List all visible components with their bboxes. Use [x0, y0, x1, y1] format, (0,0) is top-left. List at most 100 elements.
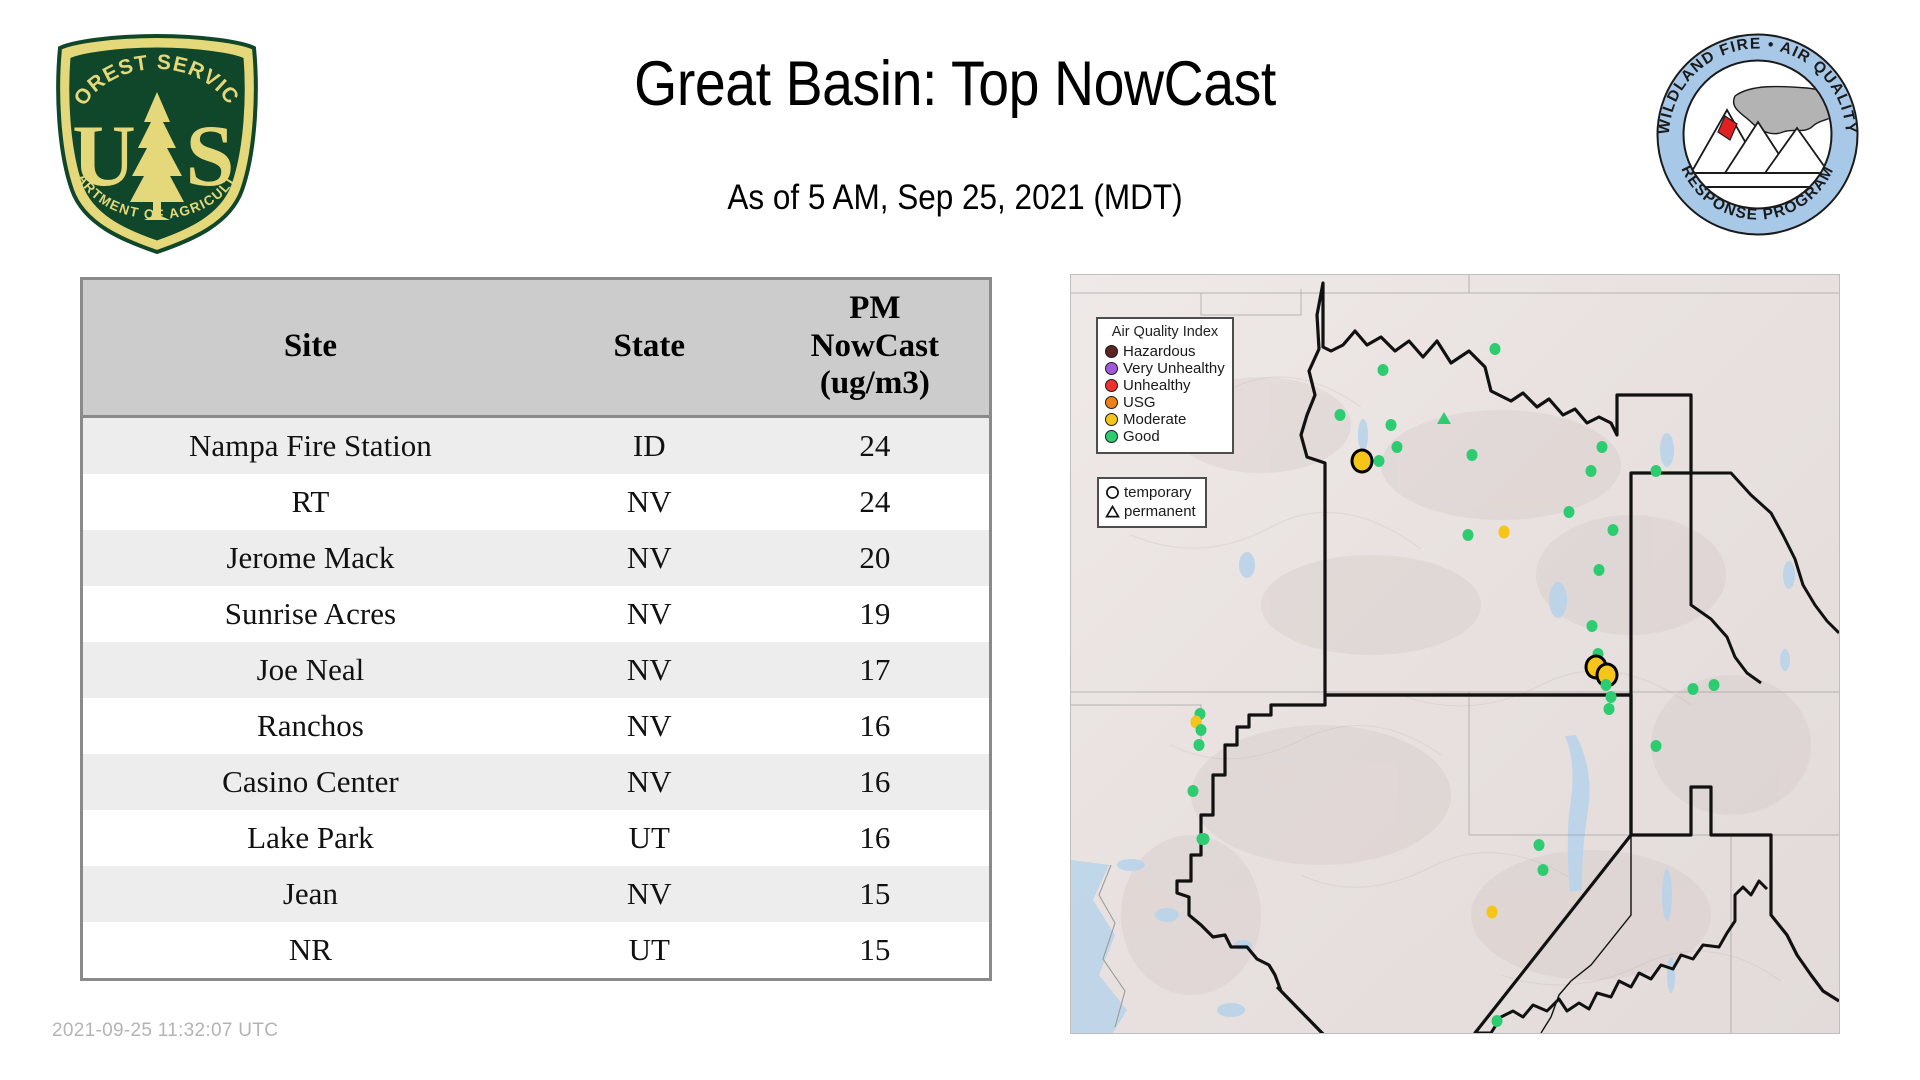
aqi-color-swatch-icon — [1105, 396, 1118, 409]
aqi-legend-label: Moderate — [1123, 411, 1187, 428]
state-cell: NV — [537, 753, 761, 810]
aqi-legend-row: Unhealthy — [1105, 377, 1225, 394]
monitor-marker-good[interactable] — [1592, 647, 1604, 660]
circle-outline-icon — [1106, 486, 1119, 499]
aqi-legend-row: Moderate — [1105, 411, 1225, 428]
legend-row-temporary: temporary — [1105, 483, 1199, 502]
monitor-marker-good[interactable] — [1462, 528, 1474, 541]
aqi-legend-label: Good — [1123, 428, 1160, 445]
triangle-outline-icon — [1105, 504, 1120, 518]
aqi-legend-label: USG — [1123, 394, 1156, 411]
usfs-shield-logo: FOREST SERVICE DEPARTMENT OF AGRICULTURE… — [44, 12, 262, 255]
monitor-marker-good[interactable] — [1193, 739, 1205, 752]
monitor-marker-moderate[interactable] — [1486, 905, 1498, 919]
monitor-marker-good[interactable] — [1385, 418, 1397, 431]
state-cell: NV — [537, 585, 761, 642]
aqi-color-swatch-icon — [1105, 430, 1118, 443]
aqi-legend: Air Quality Index Hazardous Very Unhealth… — [1096, 317, 1234, 454]
wfaqrp-logo: WILDLAND FIRE • AIR QUALITY RESPONSE PRO… — [1655, 32, 1860, 237]
monitor-marker-good[interactable] — [1563, 505, 1575, 518]
table-row: NR UT 15 — [83, 921, 989, 978]
site-cell: Joe Neal — [83, 641, 538, 698]
monitor-marker-good[interactable] — [1593, 564, 1605, 577]
site-cell: Jerome Mack — [83, 529, 538, 586]
usfs-shield-icon: FOREST SERVICE DEPARTMENT OF AGRICULTURE… — [44, 12, 258, 255]
monitor-marker-good[interactable] — [1586, 619, 1598, 632]
table-row: Casino Center NV 16 — [83, 753, 989, 810]
table-row: RT NV 24 — [83, 473, 989, 530]
pm-nowcast-cell: 16 — [760, 753, 989, 810]
table-row: Jerome Mack NV 20 — [83, 529, 989, 586]
monitor-marker-good[interactable] — [1194, 707, 1206, 720]
monitor-marker-good[interactable] — [1596, 441, 1608, 454]
pm-nowcast-cell: 24 — [760, 473, 989, 530]
svg-text:S: S — [186, 108, 235, 205]
aqi-legend-row: USG — [1105, 394, 1225, 411]
state-cell: NV — [537, 865, 761, 922]
air-quality-map[interactable]: Air Quality Index Hazardous Very Unhealth… — [1070, 274, 1840, 1034]
monitor-marker-good[interactable] — [1603, 702, 1615, 715]
aqi-color-swatch-icon — [1105, 379, 1118, 392]
pm-header-line-1: PM — [849, 290, 901, 326]
monitor-marker-good[interactable] — [1466, 448, 1478, 461]
monitor-marker-good[interactable] — [1377, 364, 1389, 377]
monitor-marker-good[interactable] — [1607, 523, 1619, 536]
monitor-marker-moderate[interactable] — [1350, 448, 1374, 474]
monitor-marker-good[interactable] — [1533, 839, 1545, 851]
state-cell: UT — [537, 809, 761, 866]
monitor-marker-good[interactable] — [1687, 683, 1699, 696]
site-cell: Casino Center — [83, 753, 538, 810]
monitor-marker-good[interactable] — [1600, 679, 1612, 692]
pm-nowcast-cell: 15 — [760, 921, 989, 978]
monitor-marker-good[interactable] — [1489, 342, 1501, 355]
monitor-marker-good[interactable] — [1373, 454, 1385, 467]
aqi-legend-row: Hazardous — [1105, 343, 1225, 360]
monitor-marker-good[interactable] — [1196, 833, 1208, 846]
site-cell: NR — [83, 921, 538, 978]
pm-nowcast-cell: 15 — [760, 865, 989, 922]
svg-text:U: U — [72, 108, 136, 205]
site-cell: Lake Park — [83, 809, 538, 866]
page-header: FOREST SERVICE DEPARTMENT OF AGRICULTURE… — [0, 0, 1920, 262]
site-cell: Sunrise Acres — [83, 585, 538, 642]
site-cell: Jean — [83, 865, 538, 922]
column-header-state: State — [537, 280, 761, 418]
monitor-marker-good[interactable] — [1650, 740, 1662, 753]
monitor-marker-good[interactable] — [1708, 679, 1720, 692]
monitor-marker-good[interactable] — [1537, 864, 1549, 877]
monitor-marker-good[interactable] — [1585, 464, 1597, 477]
site-type-legend: temporary permanent — [1097, 477, 1207, 528]
aqi-legend-row: Good — [1105, 428, 1225, 445]
monitor-marker-good[interactable] — [1491, 1014, 1503, 1027]
pm-header-line-2: NowCast — [810, 327, 939, 364]
state-cell: NV — [537, 697, 761, 754]
aqi-color-swatch-icon — [1105, 345, 1118, 358]
legend-row-permanent: permanent — [1105, 502, 1199, 521]
table-row: Joe Neal NV 17 — [83, 641, 989, 698]
site-cell: Nampa Fire Station — [83, 416, 538, 474]
table-row: Lake Park UT 16 — [83, 809, 989, 866]
monitor-marker-moderate[interactable] — [1498, 525, 1510, 539]
monitor-marker-good[interactable] — [1334, 408, 1346, 421]
monitor-marker-good[interactable] — [1605, 690, 1617, 703]
legend-label-temporary: temporary — [1124, 484, 1192, 501]
table-header-row: Site State PM NowCast (ug/m3) — [83, 280, 989, 418]
table-row: Ranchos NV 16 — [83, 697, 989, 754]
aqi-legend-row: Very Unhealthy — [1105, 360, 1225, 377]
state-cell: UT — [537, 921, 761, 978]
pm-header-line-3: (ug/m3) — [819, 365, 930, 402]
aqi-legend-label: Unhealthy — [1123, 377, 1191, 394]
state-cell: NV — [537, 529, 761, 586]
monitor-marker-good[interactable] — [1195, 723, 1207, 736]
wildfire-airquality-icon: WILDLAND FIRE • AIR QUALITY RESPONSE PRO… — [1656, 33, 1859, 236]
pm-nowcast-cell: 24 — [760, 416, 989, 474]
monitor-marker-permanent-good[interactable] — [1436, 411, 1451, 424]
aqi-legend-label: Hazardous — [1123, 343, 1196, 360]
monitor-marker-good[interactable] — [1391, 441, 1403, 454]
monitor-marker-good[interactable] — [1650, 464, 1662, 477]
aqi-legend-label: Very Unhealthy — [1123, 360, 1225, 377]
monitor-marker-moderate[interactable] — [1190, 715, 1202, 729]
site-cell: RT — [83, 473, 538, 530]
state-cell: ID — [537, 416, 761, 474]
monitor-marker-good[interactable] — [1187, 784, 1199, 797]
